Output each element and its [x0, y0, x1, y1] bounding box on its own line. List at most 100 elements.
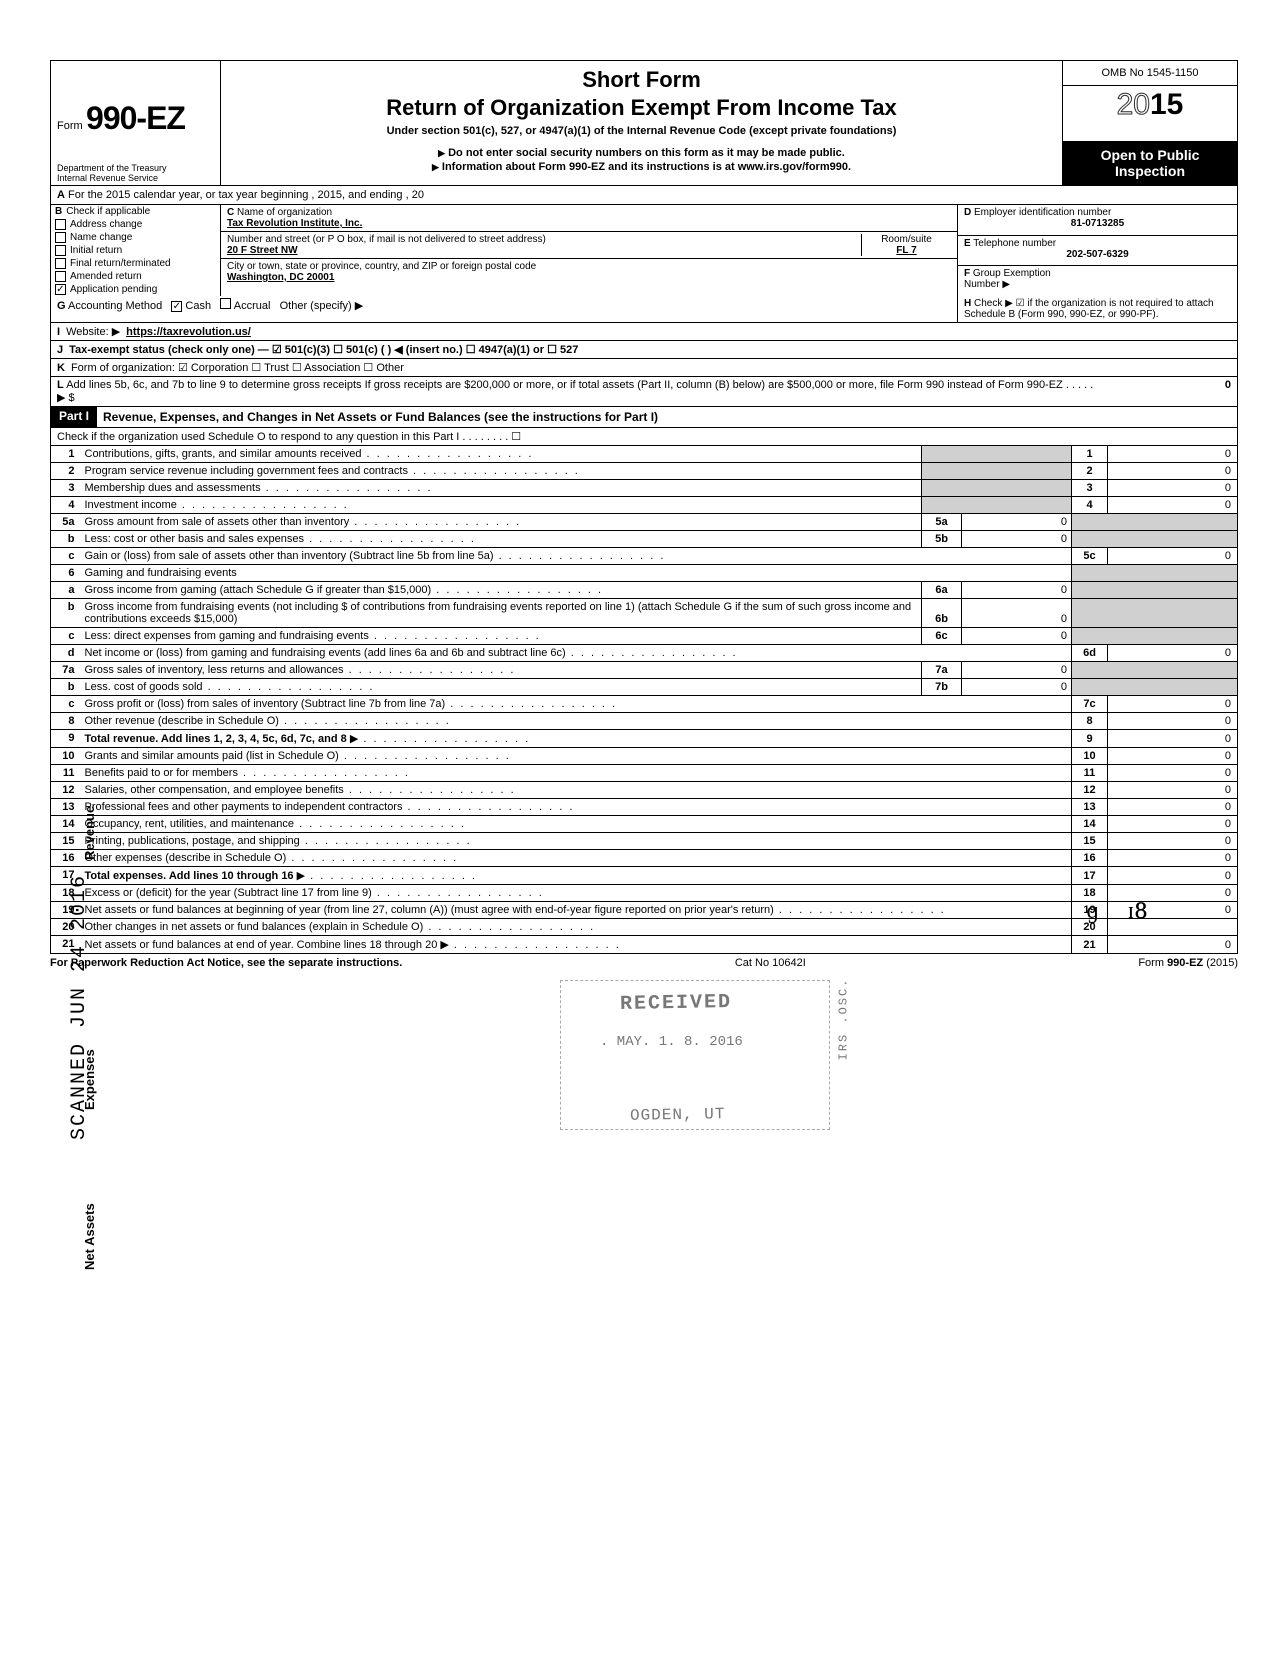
chk-address-change[interactable]: Address change	[51, 218, 220, 231]
chk-cash[interactable]: ✓	[171, 301, 182, 312]
city: Washington, DC 20001	[227, 272, 334, 283]
form-number: 990-EZ	[86, 100, 185, 136]
website: https://taxrevolution.us/	[126, 326, 251, 338]
ein: 81-0713285	[964, 218, 1231, 229]
line-10-val: 0	[1108, 748, 1238, 765]
entity-block: B Check if applicable Address change Nam…	[50, 205, 1238, 296]
side-scanned-stamp: SCANNED JUN 24 2016	[68, 874, 91, 1140]
line-17-val: 0	[1108, 867, 1238, 885]
line-7b-desc: Less. cost of goods sold	[81, 679, 922, 696]
line-6a-desc: Gross income from gaming (attach Schedul…	[81, 582, 922, 599]
form-prefix: Form	[57, 120, 83, 132]
street-label: Number and street (or P O box, if mail i…	[227, 234, 546, 245]
line-13-val: 0	[1108, 799, 1238, 816]
received-date-stamp: . MAY. 1. 8. 2016	[590, 1032, 753, 1052]
letter-j: J	[57, 344, 63, 356]
row-k: K Form of organization: ☑ Corporation ☐ …	[50, 359, 1238, 377]
footer: For Paperwork Reduction Act Notice, see …	[50, 954, 1238, 969]
section-b: B Check if applicable Address change Nam…	[51, 205, 221, 296]
header-instructions: Do not enter social security numbers on …	[221, 141, 1062, 185]
letter-c: C	[227, 207, 234, 218]
letter-h: H	[964, 298, 971, 309]
room-label: Room/suite	[881, 234, 932, 245]
row-a: A For the 2015 calendar year, or tax yea…	[50, 185, 1238, 205]
line-8-desc: Other revenue (describe in Schedule O)	[81, 713, 1072, 730]
line-6b-desc: Gross income from fundraising events (no…	[81, 599, 922, 628]
footer-formref: Form 990-EZ (2015)	[1138, 957, 1238, 969]
section-def: D Employer identification number81-07132…	[957, 205, 1237, 296]
form-header: Form 990-EZ Short Form Return of Organiz…	[50, 60, 1238, 141]
irs-osc-stamp: IRS .OSC.	[836, 978, 850, 1061]
c-label: Name of organization	[237, 207, 332, 218]
line-6b-val: 0	[962, 599, 1072, 628]
line-5b-desc: Less: cost or other basis and sales expe…	[81, 531, 922, 548]
line-7b-val: 0	[962, 679, 1072, 696]
line-3-val: 0	[1108, 480, 1238, 497]
chk-initial-return[interactable]: Initial return	[51, 244, 220, 257]
line-6d-desc: Net income or (loss) from gaming and fun…	[81, 645, 1072, 662]
part1-check-o: Check if the organization used Schedule …	[50, 428, 1238, 446]
line-12-val: 0	[1108, 782, 1238, 799]
row-g: G Accounting Method ✓ Cash Accrual Other…	[51, 296, 957, 322]
e-label: Telephone number	[973, 238, 1056, 249]
line-19-desc: Net assets or fund balances at beginning…	[81, 902, 1072, 919]
line-5b-val: 0	[962, 531, 1072, 548]
chk-amended-return[interactable]: Amended return	[51, 270, 220, 283]
part1-lines: 1Contributions, gifts, grants, and simil…	[50, 446, 1238, 954]
short-form-title: Short Form	[231, 67, 1052, 93]
letter-g: G	[57, 300, 66, 312]
side-label-revenue: Revenue	[82, 806, 97, 860]
line-17-desc: Total expenses. Add lines 10 through 16 …	[81, 867, 1072, 885]
f-label2: Number ▶	[964, 279, 1010, 290]
line-16-val: 0	[1108, 850, 1238, 867]
form-header-row2: Department of the Treasury Internal Reve…	[50, 141, 1238, 185]
line-5a-val: 0	[962, 514, 1072, 531]
form-number-box: Form 990-EZ	[51, 61, 221, 141]
line-11-desc: Benefits paid to or for members	[81, 765, 1072, 782]
chk-final-return[interactable]: Final return/terminated	[51, 257, 220, 270]
b-title: Check if applicable	[66, 206, 150, 217]
line-7a-desc: Gross sales of inventory, less returns a…	[81, 662, 922, 679]
row-l: L Add lines 5b, 6c, and 7b to line 9 to …	[50, 377, 1238, 407]
part1-title: Revenue, Expenses, and Changes in Net As…	[97, 407, 1237, 427]
row-j-text: Tax-exempt status (check only one) — ☑ 5…	[69, 343, 578, 356]
row-j: J Tax-exempt status (check only one) — ☑…	[50, 341, 1238, 359]
line-4-val: 0	[1108, 497, 1238, 514]
side-label-netassets: Net Assets	[82, 1203, 97, 1270]
omb-number: OMB No 1545-1150	[1063, 61, 1237, 86]
city-label: City or town, state or province, country…	[227, 261, 536, 272]
line-7a-val: 0	[962, 662, 1072, 679]
row-a-text: For the 2015 calendar year, or tax year …	[68, 189, 424, 201]
handwritten-mark: ᶢ ᶦ⁸	[1087, 892, 1148, 939]
line-2-val: 0	[1108, 463, 1238, 480]
row-k-text: Form of organization: ☑ Corporation ☐ Tr…	[71, 361, 404, 374]
row-h: H Check ▶ ☑ if the organization is not r…	[957, 296, 1237, 322]
line-5c-desc: Gain or (loss) from sale of assets other…	[81, 548, 1072, 565]
chk-application-pending[interactable]: ✓Application pending	[51, 283, 220, 296]
letter-i: I	[57, 326, 60, 338]
line-14-desc: Occupancy, rent, utilities, and maintena…	[81, 816, 1072, 833]
header-center: Short Form Return of Organization Exempt…	[221, 61, 1062, 141]
line-16-desc: Other expenses (describe in Schedule O)	[81, 850, 1072, 867]
letter-a: A	[57, 189, 65, 201]
chk-name-change[interactable]: Name change	[51, 231, 220, 244]
letter-b: B	[55, 206, 62, 217]
line-3-desc: Membership dues and assessments	[81, 480, 922, 497]
line-12-desc: Salaries, other compensation, and employ…	[81, 782, 1072, 799]
letter-k: K	[57, 362, 65, 374]
line-5a-desc: Gross amount from sale of assets other t…	[81, 514, 922, 531]
org-name: Tax Revolution Institute, Inc.	[227, 218, 362, 229]
street: 20 F Street NW	[227, 245, 298, 256]
letter-d: D	[964, 207, 971, 218]
line-9-desc: Total revenue. Add lines 1, 2, 3, 4, 5c,…	[81, 730, 1072, 748]
row-l-value: 0	[1101, 379, 1231, 404]
return-title: Return of Organization Exempt From Incom…	[231, 95, 1052, 121]
letter-l: L	[57, 379, 64, 391]
line-2-desc: Program service revenue including govern…	[81, 463, 922, 480]
line-6-desc: Gaming and fundraising events	[81, 565, 1072, 582]
phone: 202-507-6329	[964, 249, 1231, 260]
chk-accrual[interactable]	[220, 298, 231, 309]
irs-stamp-box	[560, 980, 830, 1130]
line-1-desc: Contributions, gifts, grants, and simila…	[81, 446, 922, 463]
open-public-badge: Open to Public Inspection	[1062, 141, 1237, 185]
